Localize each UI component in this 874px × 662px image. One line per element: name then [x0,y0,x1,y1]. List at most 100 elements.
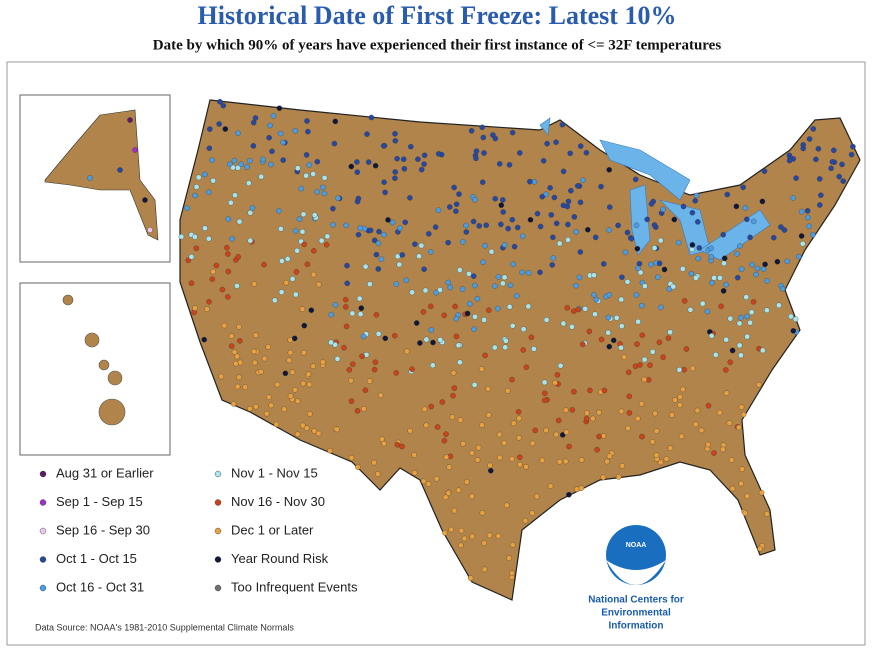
station-dot [195,174,202,181]
station-dot [268,161,274,168]
station-dot [544,140,550,147]
station-dot [667,445,674,451]
station-dot [364,131,370,137]
station-dot [433,475,440,482]
station-dot [798,208,805,215]
station-dot [260,156,266,163]
station-dot [740,411,747,418]
station-dot [565,198,572,205]
station-dot [584,410,590,416]
station-dot [478,366,485,372]
station-dot [437,337,444,343]
station-dot [540,158,547,164]
hawaii [62,294,126,426]
station-dot [304,118,310,124]
station-dot [747,234,753,241]
station-dot [371,237,378,244]
station-dot [509,129,516,136]
station-dot [206,235,212,242]
station-dot [716,409,723,416]
station-dot [458,542,464,549]
station-dot [576,274,583,281]
lake [659,199,711,256]
station-dot [481,566,488,573]
station-dot [117,167,123,173]
station-dot [342,296,349,303]
station-dot [739,466,745,472]
station-dot [488,248,495,255]
station-dot [375,471,381,477]
station-dot [487,462,493,469]
station-dot [681,298,688,304]
station-dot [577,249,584,255]
legend-swatch [39,499,47,506]
station-dot [596,433,602,440]
station-dot [628,235,635,242]
station-dot [519,233,526,240]
station-dot [500,197,506,203]
station-dot [412,241,418,247]
station-dot [280,157,286,163]
station-dot [127,117,133,123]
station-dot [704,308,711,315]
station-dot [547,185,553,191]
legend-label: Nov 16 - Nov 30 [231,494,325,509]
station-dot [724,191,731,198]
station-dot [501,242,508,248]
station-dot [729,485,736,492]
station-dot [228,199,234,206]
station-dot [517,150,523,156]
station-dot [482,352,488,359]
station-dot [632,176,639,183]
legend-label: Year Round Risk [231,551,329,566]
station-dot [263,410,270,417]
station-dot [310,271,317,278]
station-dot [542,390,548,397]
station-dot [721,255,728,262]
station-dot [564,305,570,311]
station-dot [304,261,311,268]
station-dot [486,532,493,539]
station-dot [450,392,456,399]
station-dot [306,162,313,168]
station-dot [235,130,241,136]
station-dot [680,203,687,210]
station-dot [381,440,387,447]
station-dot [532,427,538,434]
station-dot [709,280,715,286]
station-dot [502,344,508,351]
station-dot [377,392,384,399]
station-dot [511,243,518,250]
station-dot [284,256,291,262]
station-dot [818,192,824,198]
legend-label: Aug 31 or Earlier [56,465,154,480]
station-dot [301,322,308,329]
station-dot [510,261,517,268]
station-dot [466,301,473,307]
station-dot [563,429,570,435]
station-dot [556,240,563,247]
station-dot [598,336,605,343]
station-dot [543,427,549,434]
station-dot [784,258,791,265]
station-dot [531,346,537,352]
station-dot [299,306,306,312]
station-dot [692,198,698,204]
station-dot [670,283,677,290]
station-dot [287,393,294,399]
station-dot [448,526,454,533]
station-dot [375,331,382,337]
station-dot [415,156,421,162]
station-dot [246,180,252,186]
station-dot [474,296,481,302]
station-dot [294,247,300,254]
station-dot [404,348,410,355]
legend-label: Too Infrequent Events [231,579,358,594]
station-dot [265,344,271,350]
station-dot [506,555,512,561]
station-dot [813,156,819,163]
station-dot [624,279,631,285]
station-dot [525,303,532,310]
station-dot [531,179,538,185]
lake [629,184,651,256]
